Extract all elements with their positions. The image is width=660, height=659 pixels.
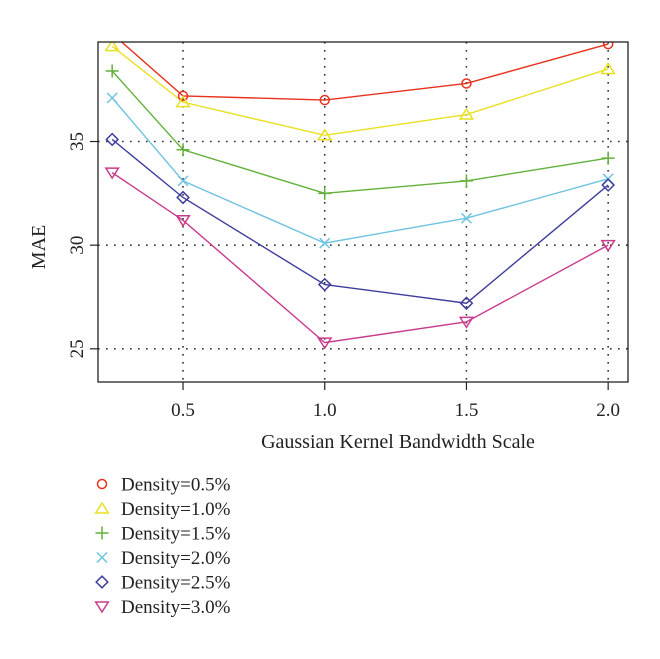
point-density-1-5-3 [459, 174, 473, 188]
legend-label-density-1-0: Density=1.0% [121, 499, 231, 520]
legend-symbol-density-3-0 [94, 601, 110, 614]
legend-entry-density-2-5: Density=2.5% [95, 573, 231, 594]
point-density-0-5-1 [177, 90, 189, 102]
series-line-density-0-5 [120, 42, 609, 101]
point-density-0-5-0 [108, 29, 117, 38]
y-tick-label: 35 [67, 132, 88, 151]
y-axis: 25 30 35 [67, 132, 98, 358]
x-tick-label: 2.0 [596, 400, 620, 421]
series-line-density-1-5 [111, 70, 609, 195]
legend-symbol-density-0-5 [96, 478, 108, 490]
point-density-2-5-3 [459, 296, 474, 311]
point-density-1-0-2 [317, 128, 333, 141]
point-density-3-0-2 [317, 337, 333, 350]
point-density-1-0-4 [600, 62, 616, 75]
plot-frame [97, 41, 629, 383]
series-line-density-2-5 [111, 138, 609, 304]
point-density-0-5-3 [461, 78, 472, 89]
legend-symbol-density-2-5 [95, 575, 109, 589]
legend-entry-density-2-0: Density=2.0% [96, 548, 231, 569]
legend-entry-density-1-5: Density=1.5% [95, 524, 231, 545]
legend-entry-density-3-0: Density=3.0% [94, 597, 231, 618]
point-density-3-0-1 [175, 215, 191, 228]
point-density-1-0-0 [104, 42, 120, 52]
legend-entry-density-1-0: Density=1.0% [94, 499, 231, 520]
legend-symbol-density-1-0 [94, 501, 110, 514]
y-tick-label: 30 [67, 236, 88, 255]
x-axis-label: Gaussian Kernel Bandwidth Scale [261, 431, 535, 453]
x-tick-label: 0.5 [171, 400, 195, 421]
point-density-2-5-0 [105, 132, 120, 147]
point-density-2-0-2 [319, 237, 331, 249]
point-density-3-0-0 [104, 167, 120, 180]
point-density-3-0-4 [600, 239, 616, 253]
point-density-1-5-1 [176, 143, 190, 157]
y-axis-label: MAE [28, 225, 50, 269]
point-density-2-0-3 [460, 212, 472, 224]
x-axis: 0.5 1.0 1.5 2.0 [171, 382, 620, 421]
legend: Density=0.5% Density=1.0% Density=1.5% Dens… [94, 475, 231, 618]
grid-lines [98, 42, 628, 382]
point-density-0-5-2 [319, 94, 330, 106]
legend-symbol-density-1-5 [95, 526, 109, 540]
point-density-1-5-0 [105, 64, 119, 78]
series-line-density-3-0 [111, 172, 609, 344]
x-tick-label: 1.0 [313, 400, 337, 421]
series-lines [111, 42, 609, 344]
point-density-2-5-4 [601, 178, 616, 192]
point-density-1-0-1 [175, 95, 191, 108]
point-density-2-5-1 [176, 190, 190, 205]
point-density-2-0-0 [106, 92, 118, 104]
legend-label-density-1-5: Density=1.5% [121, 524, 231, 545]
point-density-2-5-2 [317, 277, 332, 292]
point-density-1-5-4 [601, 151, 615, 165]
series-markers [104, 29, 616, 350]
legend-label-density-2-0: Density=2.0% [121, 548, 231, 569]
legend-label-density-3-0: Density=3.0% [121, 597, 231, 618]
point-density-1-0-3 [458, 107, 475, 120]
legend-entry-density-0-5: Density=0.5% [96, 475, 231, 496]
point-density-0-5-4 [602, 42, 614, 50]
y-tick-label: 25 [67, 339, 88, 358]
point-density-1-5-2 [318, 186, 332, 200]
series-line-density-1-0 [111, 45, 609, 137]
point-density-2-0-1 [177, 175, 189, 187]
x-tick-label: 1.5 [455, 400, 479, 421]
legend-label-density-0-5: Density=0.5% [121, 475, 231, 496]
point-density-3-0-3 [458, 316, 475, 329]
legend-symbol-density-2-0 [96, 551, 108, 564]
legend-label-density-2-5: Density=2.5% [121, 573, 231, 594]
